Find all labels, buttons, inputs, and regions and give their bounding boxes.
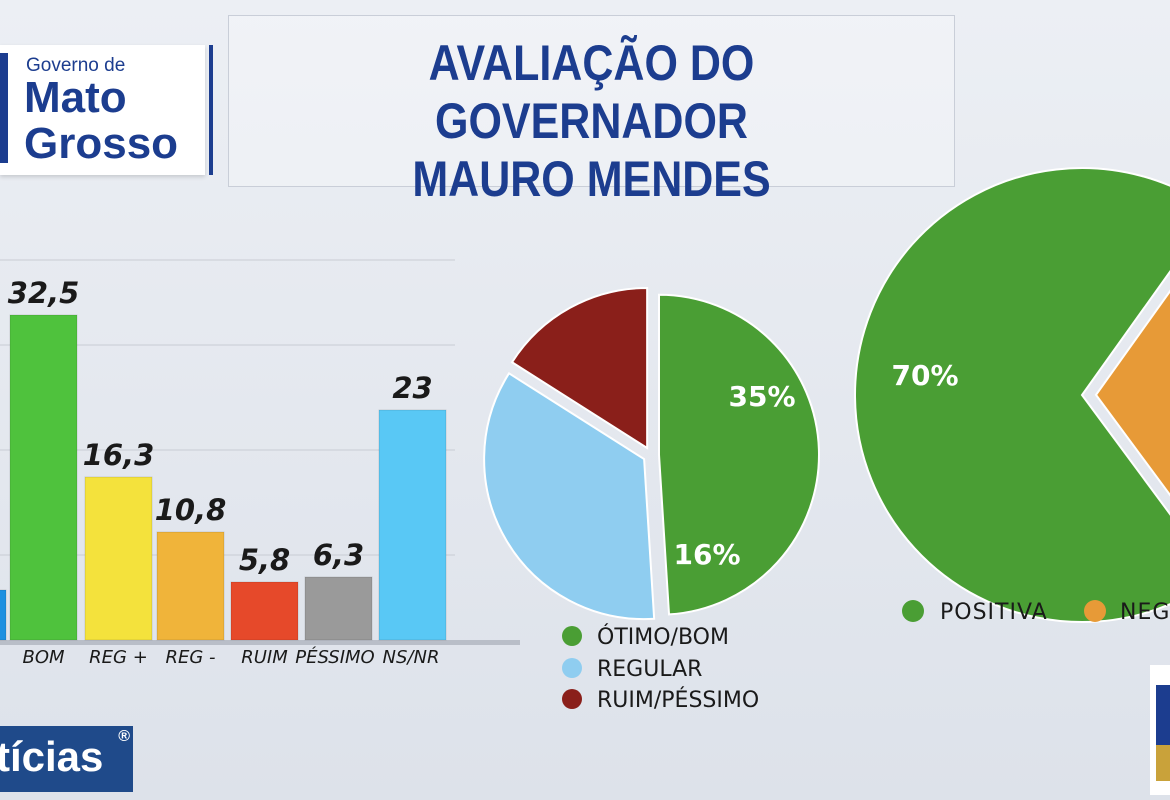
bar xyxy=(230,581,299,641)
pie-value-label: 35% xyxy=(728,380,795,413)
news-logo-text: tícias xyxy=(0,733,104,780)
pie-value-label: 70% xyxy=(891,359,958,392)
bar xyxy=(9,314,78,641)
logo-right-bar xyxy=(209,45,213,175)
pie-chart-positive-negative: 70% POSITIVA NEG xyxy=(854,167,1170,625)
legend-label: RUIM/PÉSSIMO xyxy=(597,687,759,713)
bar-value-label: 10,8 xyxy=(155,493,227,527)
pie-slice xyxy=(657,293,820,616)
corner-logo xyxy=(1150,665,1170,795)
title-line-1: AVALIAÇÃO DO GOVERNADOR xyxy=(428,35,755,149)
title-box: AVALIAÇÃO DO GOVERNADOR MAURO MENDES xyxy=(228,15,955,207)
corner-logo-blue xyxy=(1156,685,1170,745)
bar-baseline xyxy=(0,640,520,645)
bar-value-label: 5,8 xyxy=(239,543,290,577)
logo-line-2: Mato xyxy=(24,73,127,122)
legend-marker xyxy=(562,626,582,646)
bar-value-label: 23 xyxy=(392,371,432,405)
pie-slice xyxy=(483,371,656,621)
logo-left-bar xyxy=(0,53,8,163)
news-logo: tícias ® xyxy=(0,726,133,792)
pie-slice xyxy=(854,167,1170,623)
legend-label: ÓTIMO/BOM xyxy=(597,624,729,650)
bar xyxy=(0,589,7,641)
bar-value-label: 32,5 xyxy=(8,276,80,310)
title-line-2: MAURO MENDES xyxy=(412,151,771,207)
bar xyxy=(304,576,373,641)
legend-label: REGULAR xyxy=(597,657,702,682)
logo-line-3: Grosso xyxy=(24,119,179,168)
bar-value-label: 6,3 xyxy=(313,538,364,572)
legend-marker xyxy=(902,600,924,622)
registered-mark: ® xyxy=(118,728,130,745)
legend-label: NEG xyxy=(1120,600,1170,625)
bar xyxy=(84,476,153,641)
corner-logo-gold xyxy=(1156,745,1170,781)
bar-category-label: REG + xyxy=(89,647,148,668)
legend-marker xyxy=(562,658,582,678)
bar-value-label: 16,3 xyxy=(83,438,155,472)
legend-marker xyxy=(1084,600,1106,622)
bar xyxy=(378,409,447,641)
pie-slice xyxy=(510,286,649,450)
legend-marker xyxy=(562,689,582,709)
bar-category-label: NS/NR xyxy=(383,647,440,668)
bar-category-label: RUIM xyxy=(241,647,288,668)
bar-category-label: BOM xyxy=(22,647,65,668)
pie-slice xyxy=(1094,289,1170,497)
logo-line-1: Governo de xyxy=(26,55,126,76)
bar xyxy=(156,531,225,641)
government-logo: Governo de Mato Grosso xyxy=(0,45,213,175)
bar-category-label: REG - xyxy=(165,647,215,668)
legend-label: POSITIVA xyxy=(940,600,1048,625)
pie-value-label: 16% xyxy=(673,538,740,571)
bar-category-label: PÉSSIMO xyxy=(295,646,374,668)
